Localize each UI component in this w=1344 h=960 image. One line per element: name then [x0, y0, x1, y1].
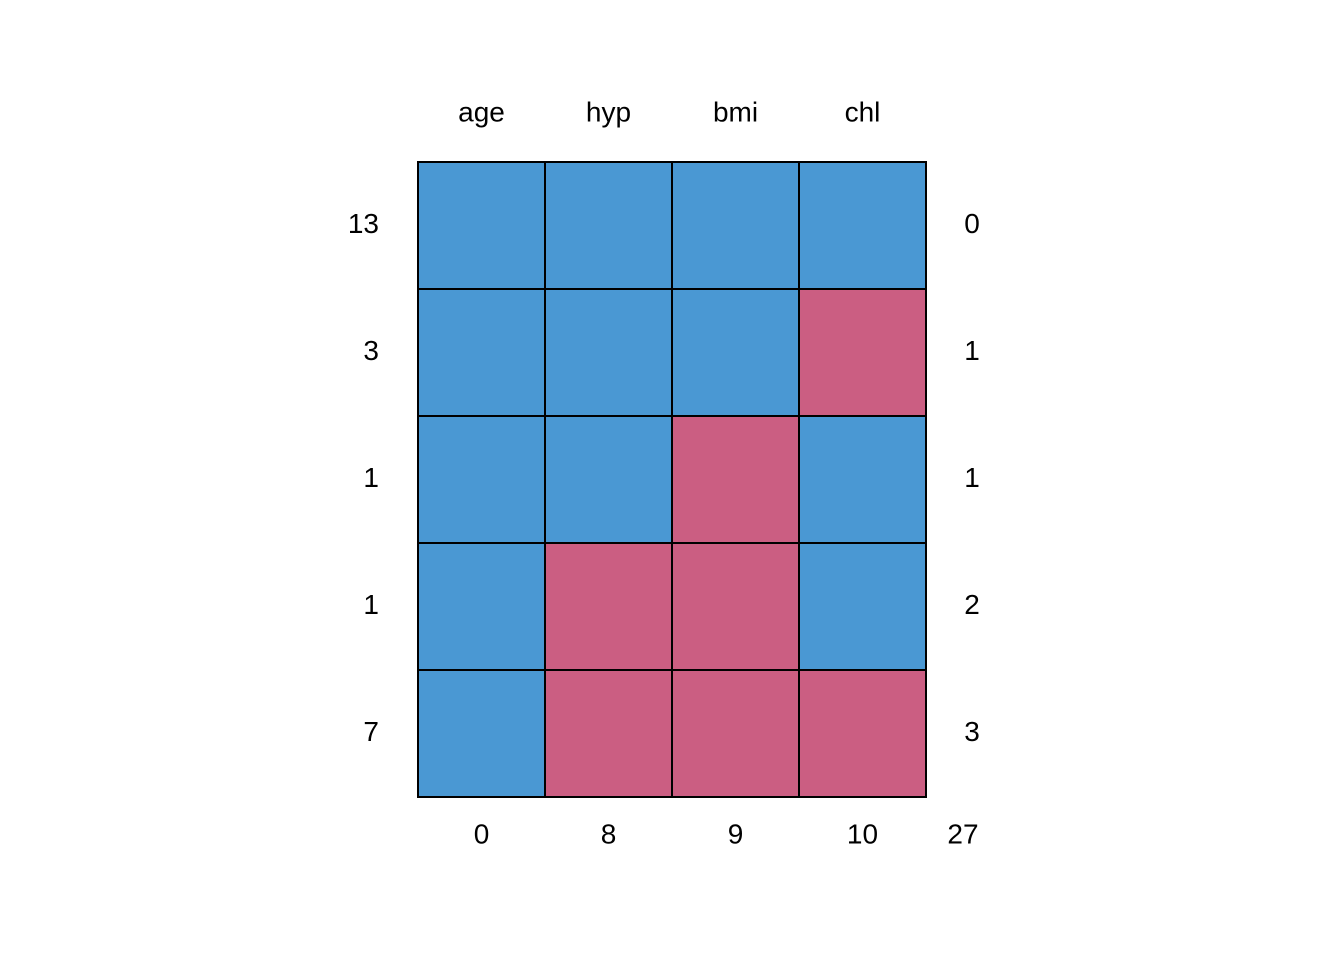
- row-missing: 3: [964, 716, 980, 747]
- row-count: 3: [363, 335, 379, 366]
- column-missing: 8: [601, 818, 617, 849]
- column-label: chl: [845, 96, 881, 127]
- row-count: 7: [363, 716, 379, 747]
- column-label: hyp: [586, 96, 631, 127]
- pattern-cell: [798, 288, 927, 417]
- pattern-cell: [417, 161, 546, 290]
- row-missing: 1: [964, 335, 980, 366]
- pattern-cell: [544, 161, 673, 290]
- pattern-cell: [798, 415, 927, 544]
- pattern-cell: [417, 669, 546, 798]
- pattern-cell: [798, 542, 927, 671]
- row-missing: 1: [964, 462, 980, 493]
- row-missing: 0: [964, 208, 980, 239]
- column-label: age: [458, 96, 505, 127]
- row-count: 1: [363, 462, 379, 493]
- pattern-cell: [671, 288, 800, 417]
- column-label: bmi: [713, 96, 758, 127]
- pattern-cell: [544, 669, 673, 798]
- pattern-cell: [544, 542, 673, 671]
- pattern-cell: [671, 542, 800, 671]
- pattern-cell: [671, 161, 800, 290]
- pattern-cell: [544, 288, 673, 417]
- pattern-cell: [417, 542, 546, 671]
- total-missing: 27: [947, 818, 978, 849]
- pattern-cell: [671, 669, 800, 798]
- column-missing: 10: [847, 818, 878, 849]
- row-missing: 2: [964, 589, 980, 620]
- row-count: 1: [363, 589, 379, 620]
- row-count: 13: [348, 208, 379, 239]
- pattern-cell: [417, 288, 546, 417]
- pattern-cell: [544, 415, 673, 544]
- column-missing: 0: [474, 818, 490, 849]
- pattern-cell: [671, 415, 800, 544]
- pattern-cell: [417, 415, 546, 544]
- column-missing: 9: [728, 818, 744, 849]
- pattern-cell: [798, 669, 927, 798]
- pattern-cell: [798, 161, 927, 290]
